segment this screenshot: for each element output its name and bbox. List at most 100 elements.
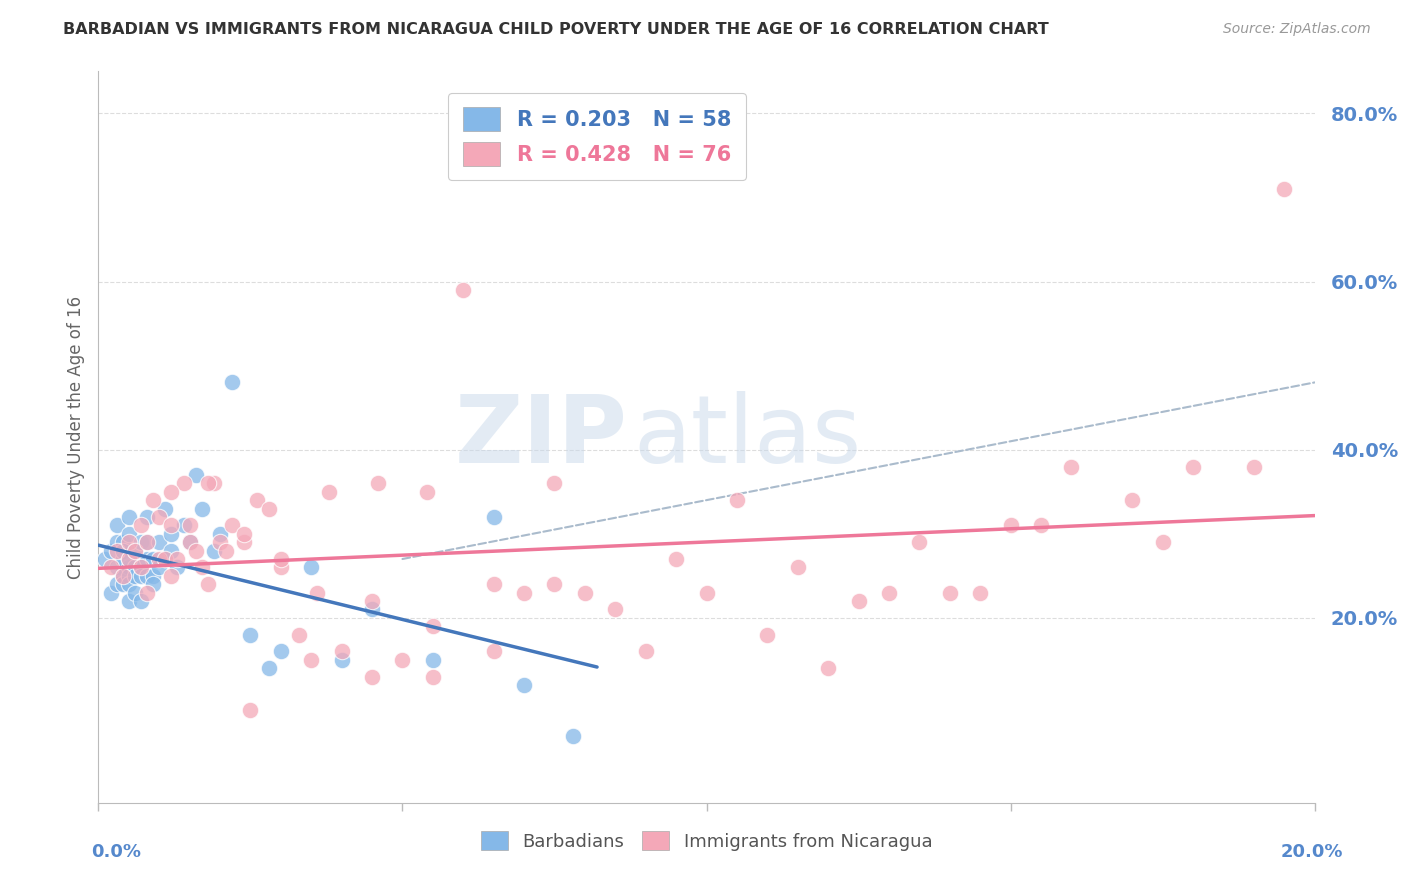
Point (1243, 459, 1265, 474)
Point (148, 535, 170, 549)
Point (160, 526, 183, 541)
Point (179, 535, 201, 549)
Point (453, 283, 475, 297)
Point (118, 526, 141, 541)
Point (318, 484, 340, 499)
Point (634, 644, 657, 658)
Text: Source: ZipAtlas.com: Source: ZipAtlas.com (1223, 22, 1371, 37)
Point (160, 518, 183, 533)
Point (118, 535, 141, 549)
Point (136, 510, 159, 524)
Point (111, 552, 134, 566)
Point (307, 585, 329, 599)
Point (160, 484, 183, 499)
Point (756, 627, 779, 641)
Point (118, 552, 141, 566)
Point (136, 535, 159, 549)
Point (129, 569, 152, 583)
Point (574, 585, 596, 599)
Point (111, 535, 134, 549)
Point (257, 661, 280, 675)
Point (166, 560, 188, 574)
Point (179, 518, 201, 533)
Point (148, 560, 170, 574)
Point (1000, 518, 1022, 533)
Point (124, 569, 146, 583)
Point (118, 510, 141, 524)
Point (422, 653, 444, 667)
Point (482, 577, 505, 591)
Point (1272, 182, 1295, 196)
Text: 20.0%: 20.0% (1281, 843, 1343, 861)
Point (179, 535, 201, 549)
Point (155, 501, 177, 516)
Point (105, 543, 128, 558)
Point (908, 535, 931, 549)
Point (786, 560, 808, 574)
Point (221, 376, 243, 390)
Point (197, 577, 219, 591)
Point (105, 577, 128, 591)
Point (361, 594, 384, 608)
Point (665, 552, 688, 566)
Point (173, 518, 195, 533)
Point (202, 476, 225, 491)
Point (184, 467, 207, 482)
Point (299, 653, 322, 667)
Point (1182, 459, 1205, 474)
Point (142, 493, 165, 508)
Point (100, 585, 122, 599)
Point (391, 653, 413, 667)
Point (939, 585, 962, 599)
Point (422, 619, 444, 633)
Point (136, 569, 159, 583)
Point (118, 552, 141, 566)
Point (197, 476, 219, 491)
Point (367, 476, 389, 491)
Point (270, 644, 292, 658)
Point (184, 543, 207, 558)
Point (288, 627, 311, 641)
Point (129, 560, 152, 574)
Point (118, 577, 141, 591)
Point (239, 703, 262, 717)
Point (416, 484, 439, 499)
Text: ZIP: ZIP (454, 391, 627, 483)
Point (118, 569, 141, 583)
Point (111, 577, 134, 591)
Point (209, 526, 232, 541)
Point (361, 602, 384, 616)
Point (221, 518, 243, 533)
Point (215, 543, 238, 558)
Point (848, 594, 870, 608)
Point (118, 560, 141, 574)
Point (148, 552, 170, 566)
Text: 0.0%: 0.0% (91, 843, 142, 861)
Point (543, 577, 565, 591)
Point (725, 493, 748, 508)
Point (166, 552, 188, 566)
Point (136, 535, 159, 549)
Point (155, 552, 177, 566)
Point (257, 501, 280, 516)
Point (173, 476, 195, 491)
Point (561, 729, 583, 743)
Point (111, 543, 134, 558)
Point (124, 543, 146, 558)
Point (239, 627, 262, 641)
Point (1029, 518, 1052, 533)
Text: atlas: atlas (634, 391, 862, 483)
Point (877, 585, 900, 599)
Point (513, 678, 536, 692)
Point (142, 569, 165, 583)
Point (124, 543, 146, 558)
Point (124, 585, 146, 599)
Point (129, 560, 152, 574)
Point (969, 585, 991, 599)
Point (233, 535, 256, 549)
Point (111, 569, 134, 583)
Point (111, 569, 134, 583)
Point (361, 670, 384, 684)
Point (129, 518, 152, 533)
Point (817, 661, 839, 675)
